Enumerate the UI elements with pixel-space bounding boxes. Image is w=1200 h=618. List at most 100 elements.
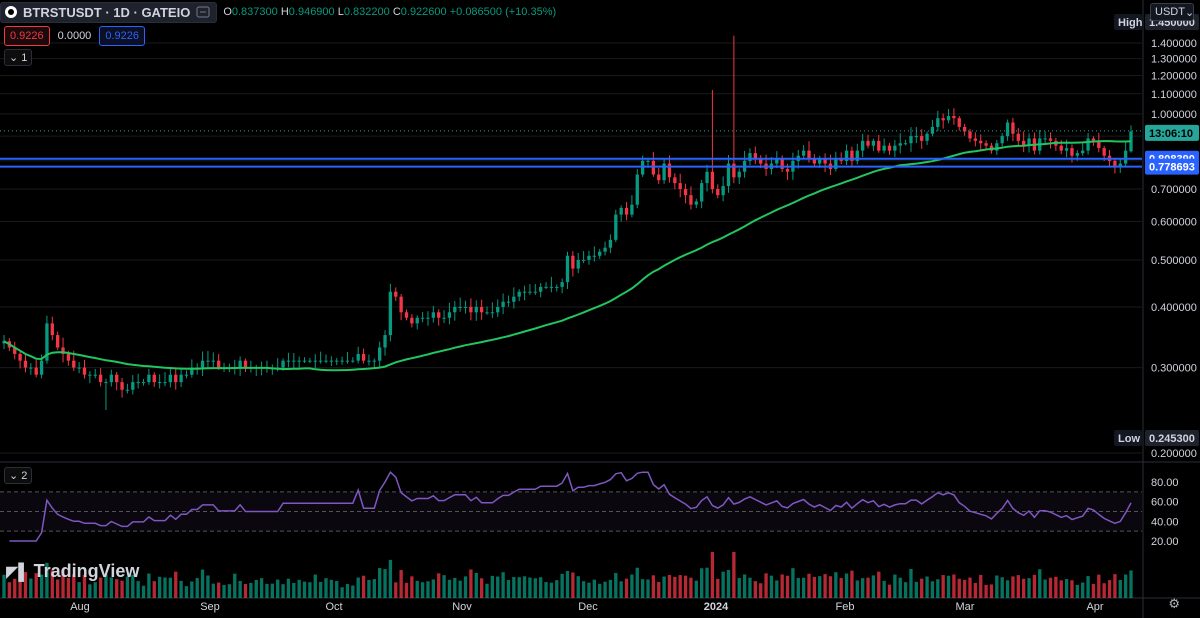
rsi-tick-label: 20.00 [1151, 536, 1179, 548]
price-tick-label: 0.600000 [1151, 217, 1197, 229]
volume-bar [1011, 576, 1015, 598]
volume-bar [726, 570, 731, 598]
sell-price-box[interactable]: 0.9226 [4, 26, 50, 46]
price-tick-label: 0.200000 [1151, 448, 1197, 460]
candle-body [243, 360, 248, 368]
volume-bar [753, 581, 757, 598]
volume-bar [742, 574, 747, 598]
candle-body [689, 195, 693, 205]
candle-body [125, 389, 130, 391]
rsi-pane-toggle[interactable]: ⌄ 2 [4, 467, 33, 484]
countdown-marker: 13:06:10 [1149, 128, 1193, 140]
candle-body [324, 360, 328, 362]
candle-body [619, 207, 623, 215]
volume-bar [168, 577, 173, 598]
main-pane-toggle[interactable]: ⌄ 1 [4, 49, 33, 66]
high-marker-label: High [1118, 17, 1143, 29]
candle-body [18, 353, 22, 361]
candle-body [179, 374, 183, 383]
volume-bar [318, 581, 323, 598]
volume-bar [302, 581, 307, 598]
volume-bar [1048, 577, 1053, 598]
candle-body [115, 374, 119, 383]
volume-bar [2, 574, 6, 598]
candle-body [168, 374, 173, 383]
price-tick-label: 1.100000 [1151, 89, 1197, 101]
candle-body [1016, 133, 1020, 141]
volume-bar [989, 584, 994, 598]
candle-body [882, 145, 886, 151]
volume-bar [1059, 580, 1063, 598]
candle-body [313, 360, 317, 362]
volume-bar [458, 580, 462, 598]
candle-body [399, 296, 403, 313]
volume-bar [404, 582, 409, 598]
volume-bar [957, 578, 961, 598]
candle-body [431, 312, 435, 318]
candle-body [850, 150, 854, 161]
volume-bar [555, 580, 559, 598]
candle-body [39, 360, 44, 375]
candle-body [479, 306, 484, 313]
candle-body [694, 201, 698, 205]
volume-bar [292, 583, 296, 598]
volume-bar [1022, 578, 1026, 598]
candle-body [206, 360, 210, 362]
volume-bar [324, 578, 328, 598]
volume-bar [297, 579, 301, 598]
candle-body [1064, 148, 1069, 151]
candle-body [72, 360, 76, 368]
open-value: 0.837300 [231, 6, 278, 18]
price-tick-label: 1.400000 [1151, 38, 1197, 50]
candle-body [131, 382, 135, 390]
candle-body [496, 306, 500, 313]
candle-body [98, 374, 103, 383]
rsi-tick-label: 80.00 [1151, 477, 1179, 489]
volume-bar [1064, 579, 1069, 598]
candle-body [356, 353, 360, 361]
volume-bar [190, 581, 194, 598]
candle-body [1048, 138, 1053, 141]
volume-bar [485, 583, 489, 598]
candle-body [866, 140, 870, 146]
candle-body [141, 382, 146, 384]
date-tick-label: 2024 [704, 601, 729, 613]
candle-body [82, 367, 87, 375]
candle-body [683, 189, 688, 196]
candle-body [61, 347, 65, 354]
candle-body [88, 374, 92, 376]
candle-body [93, 374, 97, 376]
settings-gear-icon[interactable]: ⚙ [1168, 596, 1180, 611]
candle-body [318, 360, 323, 362]
volume-bar [930, 581, 935, 598]
toggle-visibility-icon[interactable] [196, 6, 210, 18]
candle-body [1113, 160, 1117, 167]
volume-bar [619, 581, 623, 598]
candle-body [238, 360, 242, 368]
candle-body [442, 317, 446, 319]
volume-bar [732, 552, 736, 598]
buy-price-box[interactable]: 0.9226 [99, 26, 145, 46]
volume-bar [581, 581, 586, 598]
candle-body [909, 136, 913, 144]
high-value: 0.946900 [288, 6, 335, 18]
candle-body [490, 312, 495, 314]
price-tick-label: 1.000000 [1151, 109, 1197, 121]
volume-bar [1129, 570, 1133, 598]
currency-selector[interactable]: USDT ⌄ [1150, 3, 1194, 21]
candle-body [807, 150, 811, 159]
candle-body [861, 140, 865, 151]
candle-body [587, 255, 591, 260]
candle-body [657, 174, 661, 181]
volume-bar [657, 581, 661, 598]
volume-bar [823, 574, 827, 598]
candle-body [157, 382, 162, 384]
candle-body [818, 158, 822, 164]
candle-body [721, 186, 725, 196]
symbol-box[interactable]: BTRSTUSDT · 1D · GATEIO [0, 1, 218, 23]
candle-body [463, 306, 468, 308]
candle-body [823, 158, 827, 164]
candle-body [640, 160, 645, 175]
candle-body [517, 291, 521, 297]
